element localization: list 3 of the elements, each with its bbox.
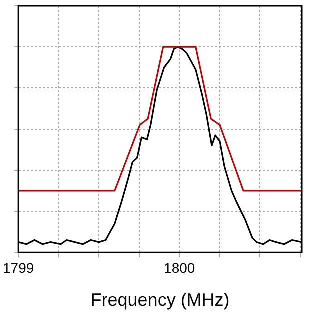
x-axis-title: Frequency (MHz) bbox=[90, 290, 230, 310]
x-tick-label: 1799 bbox=[2, 260, 34, 276]
x-tick-label: 1800 bbox=[164, 260, 196, 276]
